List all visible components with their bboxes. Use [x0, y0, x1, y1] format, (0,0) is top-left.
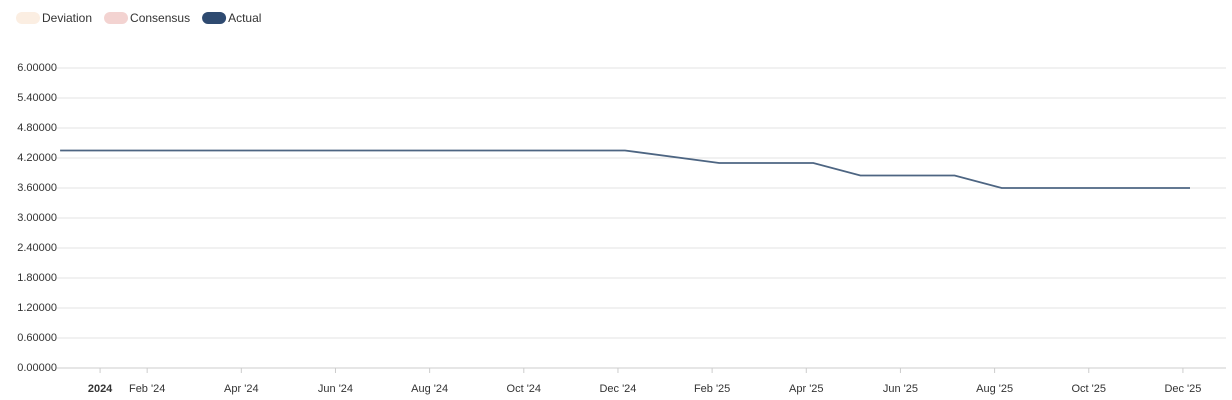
x-tick-label: 2024 [88, 383, 113, 395]
x-tick-label: Dec '25 [1164, 383, 1201, 395]
y-tick-label: 0.00000 [17, 362, 57, 374]
actual-line [60, 149, 1190, 189]
x-tick-label: Oct '24 [507, 383, 542, 395]
y-tick-label: 3.00000 [17, 212, 57, 224]
x-tick-label: Oct '25 [1072, 383, 1107, 395]
x-tick-label: Apr '25 [789, 383, 824, 395]
x-tick-label: Aug '24 [411, 383, 448, 395]
x-tick-label: Feb '25 [694, 383, 730, 395]
y-tick-label: 4.80000 [17, 122, 57, 134]
y-tick-label: 1.80000 [17, 272, 57, 284]
y-tick-label: 0.60000 [17, 332, 57, 344]
y-tick-label: 3.60000 [17, 182, 57, 194]
legend-label[interactable]: Actual [228, 11, 261, 25]
x-tick-label: Jun '25 [883, 383, 918, 395]
x-tick-label: Feb '24 [129, 383, 165, 395]
y-tick-label: 5.40000 [17, 92, 57, 104]
legend-label[interactable]: Deviation [42, 11, 92, 25]
y-tick-label: 6.00000 [17, 62, 57, 74]
legend-swatch[interactable] [104, 12, 129, 24]
x-tick-label: Apr '24 [224, 383, 259, 395]
x-tick-label: Jun '24 [318, 383, 353, 395]
x-tick-label: Aug '25 [976, 383, 1013, 395]
legend-swatch[interactable] [202, 12, 227, 24]
y-tick-label: 4.20000 [17, 152, 57, 164]
x-tick-label: Dec '24 [599, 383, 636, 395]
y-tick-label: 2.40000 [17, 242, 57, 254]
legend-swatch[interactable] [16, 12, 40, 24]
legend-label[interactable]: Consensus [130, 11, 190, 25]
y-tick-label: 1.20000 [17, 302, 57, 314]
